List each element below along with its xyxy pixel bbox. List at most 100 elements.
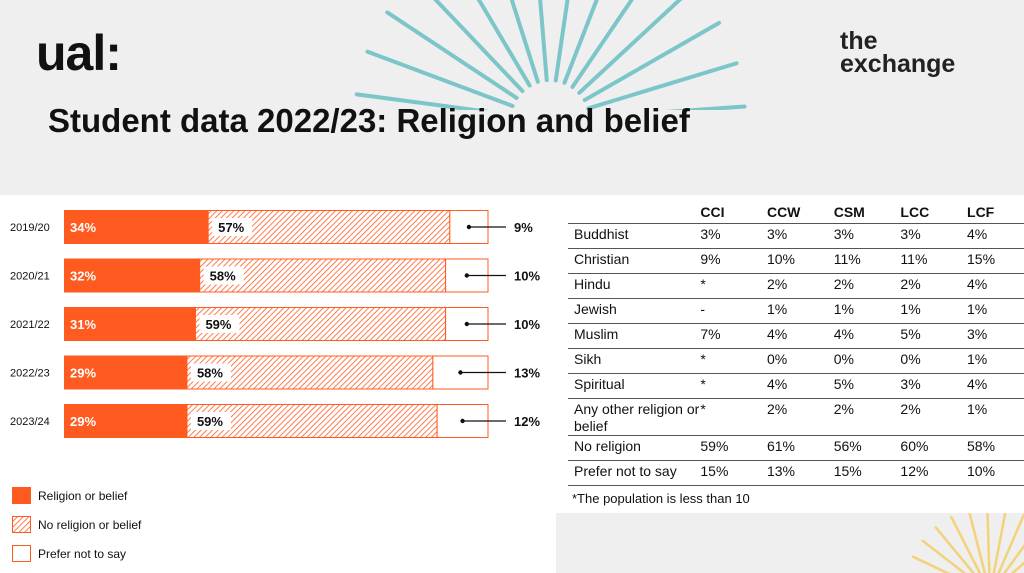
leader-dot	[466, 224, 472, 230]
table-cell: 3%	[833, 226, 854, 242]
table-cell: 59%	[700, 438, 729, 454]
row-label: Jewish	[574, 301, 617, 317]
table-cell: 56%	[833, 438, 862, 454]
row-label: Hindu	[574, 276, 611, 292]
data-label-prefer-not: 10%	[514, 317, 540, 332]
bar-religion	[64, 258, 200, 293]
table-cell: 4%	[967, 226, 988, 242]
row-label: Spiritual	[574, 376, 625, 392]
table-cell: 60%	[900, 438, 929, 454]
table-cell: 1%	[766, 301, 788, 317]
table-cell: *	[700, 351, 706, 367]
table-row: Muslim 7% 4% 4% 5% 3%	[568, 323, 1024, 349]
chart-panel: 2019/20 34% 57% 9% 2020/21 32% 58% 10% 2021/22 31…	[0, 195, 556, 573]
table-cell: 3%	[700, 226, 721, 242]
table-cell: *	[700, 376, 706, 392]
row-label: Any other religion or belief	[574, 401, 700, 434]
ray	[570, 0, 634, 89]
legend-label-religion: Religion or belief	[38, 489, 128, 503]
table-cell: 4%	[766, 376, 788, 392]
table-cell: 11%	[900, 251, 928, 267]
table-cell: *	[700, 276, 706, 292]
table-cell: 61%	[766, 438, 795, 454]
table-cell: 4%	[967, 376, 988, 392]
legend-swatch-prefer-not	[12, 545, 31, 562]
table-row: No religion 59% 61% 56% 60% 58%	[568, 435, 1024, 461]
table-cell: -	[700, 301, 706, 317]
sunburst-decoration	[354, 0, 747, 110]
ray	[586, 61, 739, 110]
ray	[385, 10, 519, 100]
data-label-prefer-not: 10%	[514, 269, 540, 284]
table-cell: 10%	[967, 463, 996, 479]
stacked-bar-chart: 2019/20 34% 57% 9% 2020/21 32% 58% 10% 2021/22 31…	[10, 210, 540, 438]
table-cell: *	[700, 401, 706, 417]
data-label-no-religion: 57%	[218, 220, 244, 235]
table-row: Sikh * 0% 0% 0% 1%	[568, 348, 1024, 374]
data-label-prefer-not: 12%	[514, 414, 540, 429]
ray	[538, 0, 549, 83]
data-label-no-religion: 58%	[210, 269, 236, 284]
ray	[911, 555, 951, 573]
table-row: Buddhist 3% 3% 3% 3% 4%	[568, 223, 1024, 249]
brand-line-1: the	[840, 27, 878, 55]
table-row: Jewish - 1% 1% 1% 1%	[568, 298, 1024, 324]
row-label: Christian	[574, 251, 630, 267]
ray	[921, 539, 967, 573]
table-cell: 2%	[766, 276, 788, 292]
ray	[354, 92, 490, 110]
table-cell: 3%	[900, 376, 921, 392]
table-row: Prefer not to say 15% 13% 15% 12% 10%	[568, 460, 1024, 486]
table-cell: 2%	[833, 276, 854, 292]
table-cell: 15%	[833, 463, 862, 479]
column-header: LCC	[900, 204, 930, 220]
category-label: 2019/20	[10, 222, 50, 234]
ray	[562, 0, 599, 85]
data-label-religion: 29%	[70, 414, 96, 429]
table-row: Hindu * 2% 2% 2% 4%	[568, 273, 1024, 299]
table-cell: 1%	[967, 301, 988, 317]
brand-line-2: exchange	[840, 50, 956, 78]
table-cell: 15%	[700, 463, 729, 479]
data-label-religion: 34%	[70, 220, 96, 235]
table-cell: 4%	[766, 326, 788, 342]
ray	[950, 516, 982, 573]
table-cell: 9%	[700, 251, 721, 267]
legend-label-no-religion: No religion or belief	[38, 518, 142, 532]
ray	[365, 49, 515, 108]
ray	[665, 104, 747, 110]
data-label-no-religion: 58%	[197, 366, 223, 381]
table-cell: 2%	[766, 401, 788, 417]
ray	[433, 0, 525, 94]
page-title: Student data 2022/23: Religion and belie…	[48, 102, 690, 139]
data-label-no-religion: 59%	[197, 414, 223, 429]
table-cell: 3%	[766, 226, 788, 242]
table-cell: 3%	[967, 326, 988, 342]
the-exchange-logo: the exchange	[840, 27, 956, 78]
data-label-no-religion: 59%	[205, 317, 231, 332]
ual-logo: ual:	[36, 25, 122, 81]
data-label-bg	[203, 266, 244, 285]
category-label: 2020/21	[10, 271, 50, 283]
data-label-prefer-not: 9%	[514, 220, 533, 235]
ray	[577, 0, 683, 95]
ray	[476, 0, 532, 88]
table-cell: 0%	[766, 351, 788, 367]
bar-religion	[64, 307, 196, 341]
ray	[968, 513, 987, 573]
table-cell: 2%	[900, 401, 921, 417]
bar-religion	[64, 210, 209, 244]
sunburst-decoration-gold	[911, 513, 1024, 573]
row-label: Muslim	[574, 326, 619, 342]
category-label: 2022/23	[10, 368, 50, 380]
table-row: Christian 9% 10% 11% 11% 15%	[568, 248, 1024, 274]
table-corner	[568, 201, 700, 224]
bar-religion	[64, 355, 187, 390]
table-cell: 4%	[833, 326, 854, 342]
ray	[553, 0, 570, 83]
data-label-bg	[190, 363, 231, 382]
legend-swatch-no-religion	[12, 516, 31, 533]
header-banner: ual: the exchange Student data 2022/23: …	[0, 0, 1024, 195]
row-label: Buddhist	[574, 226, 629, 242]
religion-table-panel: CCI CCW CSM LCC LCF Buddhist 3% 3% 3% 3% 4% Ch…	[556, 195, 1024, 513]
